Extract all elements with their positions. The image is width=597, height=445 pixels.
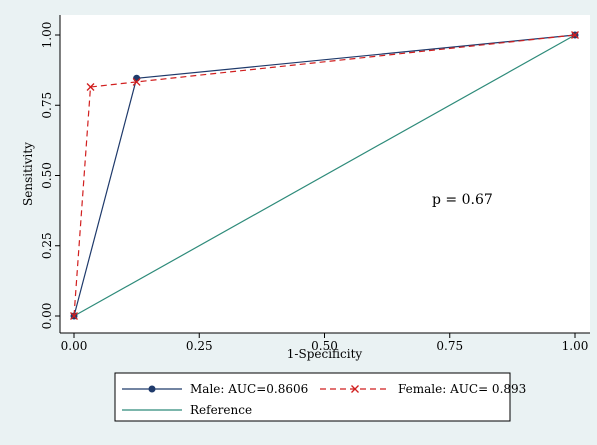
legend-male-marker <box>148 385 156 393</box>
y-axis-label: Sensitivity <box>21 142 35 206</box>
x-tick-label: 0.25 <box>186 339 213 353</box>
female-point <box>571 31 579 39</box>
female-point-stroke-b <box>571 31 579 39</box>
x-tick-label: 0.50 <box>311 339 338 353</box>
plot-area <box>60 15 590 333</box>
axes-group: 0.00 0.25 0.50 0.75 1.00 0.00 0.25 0.50 0.75 1.00… <box>21 15 590 361</box>
legend-female-marker <box>351 385 359 393</box>
y-tick-label: 0.75 <box>40 92 54 119</box>
female-point-stroke-b <box>86 83 95 91</box>
female-series-line <box>73 34 576 317</box>
legend-box <box>114 372 511 422</box>
y-tick-label: 0.25 <box>40 232 54 259</box>
legend-female-marker-stroke-b <box>351 385 359 393</box>
legend: Male: AUC=0.8606 Female: AUC= 0.893 Refere… <box>114 372 526 422</box>
y-tick-label: 1.00 <box>40 22 54 49</box>
series-group <box>70 31 579 320</box>
female-point <box>132 77 141 86</box>
reference-series-line <box>73 34 576 317</box>
female-point <box>70 312 78 320</box>
legend-male-label: Male: AUC=0.8606 <box>190 382 308 396</box>
female-point <box>86 83 95 91</box>
x-tick-label: 0.00 <box>61 339 88 353</box>
legend-female-label: Female: AUC= 0.893 <box>398 382 526 396</box>
y-tick-label: 0.50 <box>40 162 54 189</box>
female-point-stroke-b <box>132 77 141 86</box>
female-point-stroke-b <box>70 312 78 320</box>
x-axis-label: 1-Specificity <box>287 347 363 361</box>
legend-reference-label: Reference <box>190 403 252 417</box>
x-tick-label: 0.75 <box>436 339 463 353</box>
p-value-annotation: p = 0.67 <box>432 192 493 208</box>
x-tick-label: 1.00 <box>562 339 589 353</box>
male-point <box>133 74 141 82</box>
y-tick-label: 0.00 <box>40 303 54 330</box>
